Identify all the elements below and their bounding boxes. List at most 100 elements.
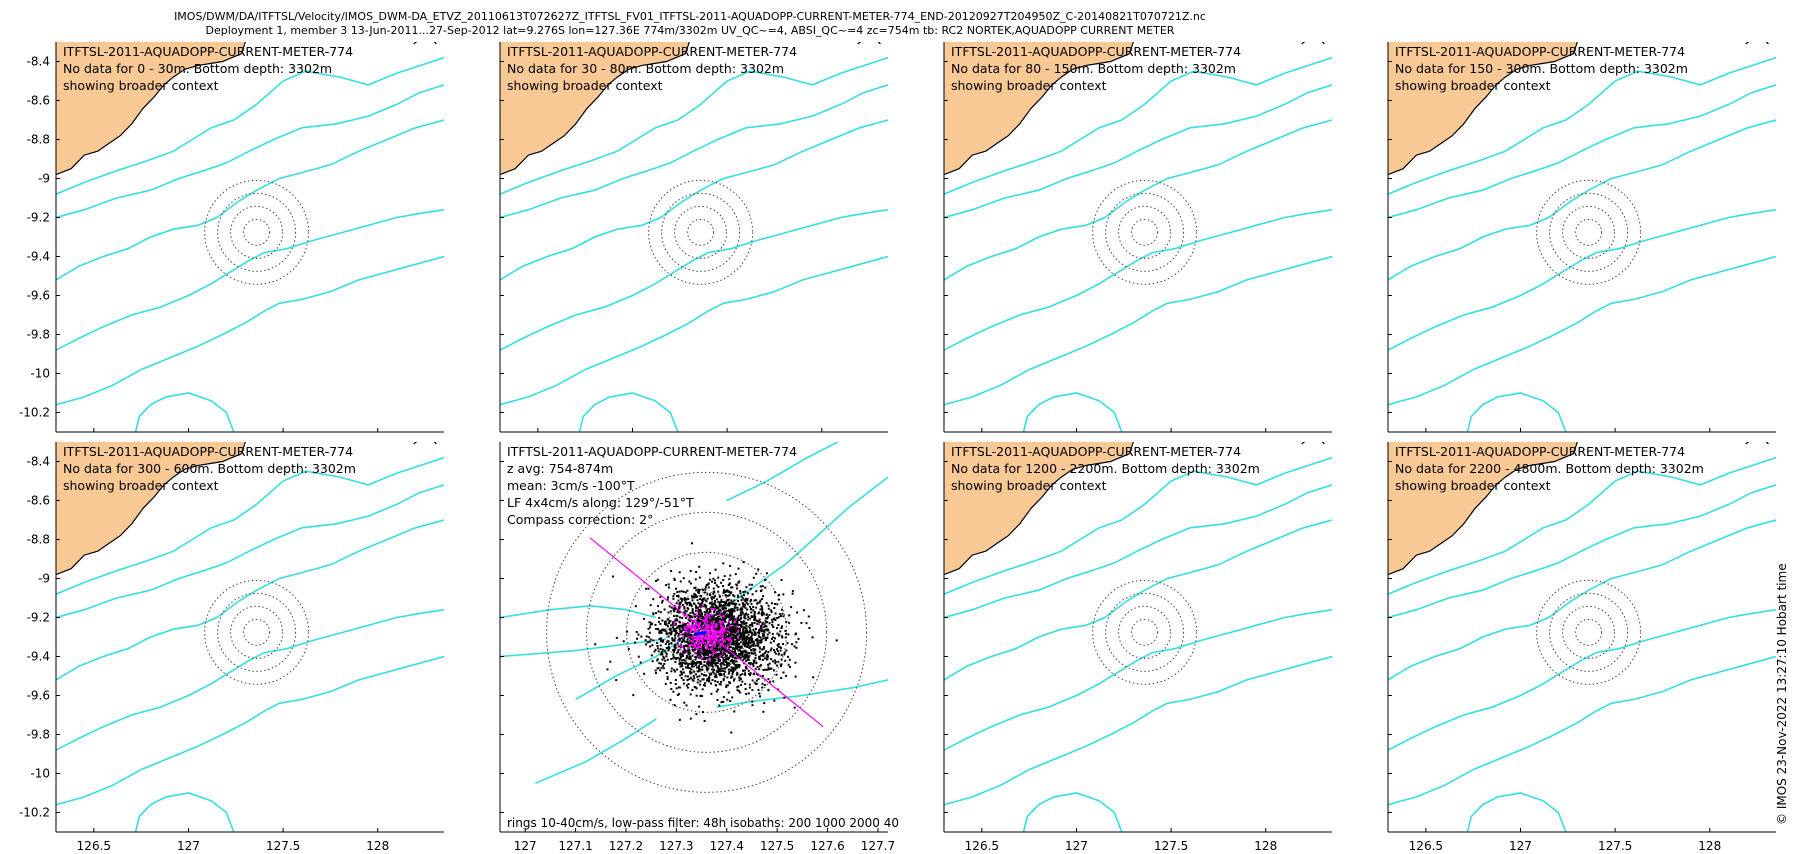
scatter-point bbox=[762, 675, 764, 678]
scatter-point bbox=[717, 645, 720, 648]
scatter-point bbox=[758, 650, 761, 653]
lowpass-point bbox=[710, 607, 713, 610]
scatter-point bbox=[739, 691, 742, 694]
scatter-point bbox=[703, 719, 706, 722]
scatter-point bbox=[698, 675, 701, 678]
scatter-point bbox=[730, 666, 733, 669]
panel-title: ITFTSL-2011-AQUADOPP-CURRENT-METER-774 bbox=[507, 44, 797, 59]
scatter-point bbox=[756, 639, 759, 642]
scatter-point bbox=[722, 623, 725, 626]
scatter-point bbox=[684, 675, 687, 678]
scatter-point bbox=[766, 617, 769, 620]
scatter-point bbox=[737, 567, 740, 570]
scatter-point bbox=[691, 645, 694, 648]
scatter-point bbox=[669, 610, 672, 613]
scatter-point bbox=[734, 622, 737, 625]
x-tick-label: 127 bbox=[514, 839, 537, 850]
lowpass-point bbox=[693, 630, 696, 633]
scatter-point bbox=[729, 652, 732, 655]
scatter-point bbox=[754, 648, 757, 651]
scatter-point bbox=[780, 658, 783, 661]
island-coastline bbox=[1745, 42, 1769, 45]
scatter-point bbox=[758, 628, 761, 631]
scatter-point bbox=[732, 623, 735, 626]
scatter-point bbox=[684, 660, 687, 663]
scatter-point bbox=[725, 615, 728, 618]
scatter-point bbox=[761, 585, 764, 588]
scatter-point bbox=[665, 623, 668, 625]
scatter-point bbox=[645, 587, 648, 590]
scatter-point bbox=[612, 575, 614, 578]
scatter-point bbox=[742, 650, 745, 653]
scatter-point bbox=[676, 668, 678, 671]
scatter-point bbox=[738, 624, 741, 626]
scatter-point bbox=[776, 664, 779, 667]
scatter-point bbox=[689, 693, 692, 696]
scatter-point bbox=[728, 608, 731, 611]
scatter-point bbox=[673, 645, 676, 648]
scatter-point bbox=[793, 706, 796, 709]
scatter-point bbox=[700, 647, 703, 650]
scatter-point bbox=[762, 630, 765, 632]
scatter-point bbox=[745, 627, 748, 630]
scatter-point bbox=[739, 637, 742, 640]
scatter-point bbox=[750, 598, 752, 601]
coastline bbox=[56, 442, 246, 576]
scatter-point bbox=[761, 658, 764, 661]
scatter-point bbox=[780, 665, 782, 667]
ring-40cm-s bbox=[648, 179, 754, 285]
scatter-point bbox=[672, 608, 675, 610]
scatter-point bbox=[717, 618, 720, 621]
scatter-point bbox=[686, 607, 689, 609]
scatter-point bbox=[709, 672, 712, 675]
scatter-point bbox=[761, 608, 764, 611]
scatter-point bbox=[649, 638, 652, 641]
scatter-point bbox=[695, 607, 698, 610]
scatter-point bbox=[753, 659, 756, 662]
scatter-point bbox=[693, 587, 696, 589]
scatter-point bbox=[665, 584, 668, 587]
scatter-point bbox=[741, 605, 744, 608]
isobath-line-4 bbox=[944, 608, 1332, 751]
scatter-point bbox=[659, 653, 662, 656]
scatter-point bbox=[670, 687, 673, 690]
scatter-point bbox=[748, 626, 751, 629]
scatter-point bbox=[773, 640, 775, 643]
scatter-point bbox=[704, 651, 707, 653]
scatter-point bbox=[688, 662, 691, 665]
scatter-point bbox=[706, 597, 709, 600]
scatter-point bbox=[782, 643, 784, 645]
scatter-point bbox=[741, 602, 744, 605]
scatter-point bbox=[795, 641, 798, 644]
scatter-point bbox=[777, 634, 780, 637]
lowpass-point bbox=[729, 642, 732, 645]
scatter-point bbox=[739, 630, 741, 633]
y-tick-label: -8.4 bbox=[27, 55, 50, 69]
scatter-point bbox=[728, 590, 730, 593]
scatter-point bbox=[715, 627, 718, 630]
isobath-line-3 bbox=[944, 519, 1332, 681]
scatter-point bbox=[691, 630, 694, 633]
scatter-point bbox=[780, 663, 783, 666]
scatter-point bbox=[674, 634, 676, 637]
scatter-point bbox=[734, 604, 737, 607]
scatter-point bbox=[724, 591, 727, 593]
scatter-point bbox=[748, 658, 750, 661]
scatter-point bbox=[691, 595, 694, 598]
scatter-point bbox=[687, 645, 690, 648]
isobath-line-1 bbox=[1388, 56, 1776, 195]
scatter-point bbox=[726, 676, 729, 679]
scatter-point bbox=[667, 583, 670, 586]
ring-20cm-s bbox=[626, 551, 788, 713]
lowpass-point bbox=[692, 627, 695, 630]
scatter-point bbox=[745, 653, 748, 656]
scatter-point bbox=[691, 611, 694, 614]
isobath-line-4 bbox=[944, 208, 1332, 351]
scatter-point bbox=[731, 608, 734, 610]
scatter-point bbox=[658, 662, 661, 665]
scatter-point bbox=[736, 627, 739, 630]
lowpass-point bbox=[690, 636, 693, 639]
scatter-point bbox=[708, 642, 711, 645]
scatter-point bbox=[785, 674, 788, 677]
scatter-point bbox=[766, 621, 769, 624]
